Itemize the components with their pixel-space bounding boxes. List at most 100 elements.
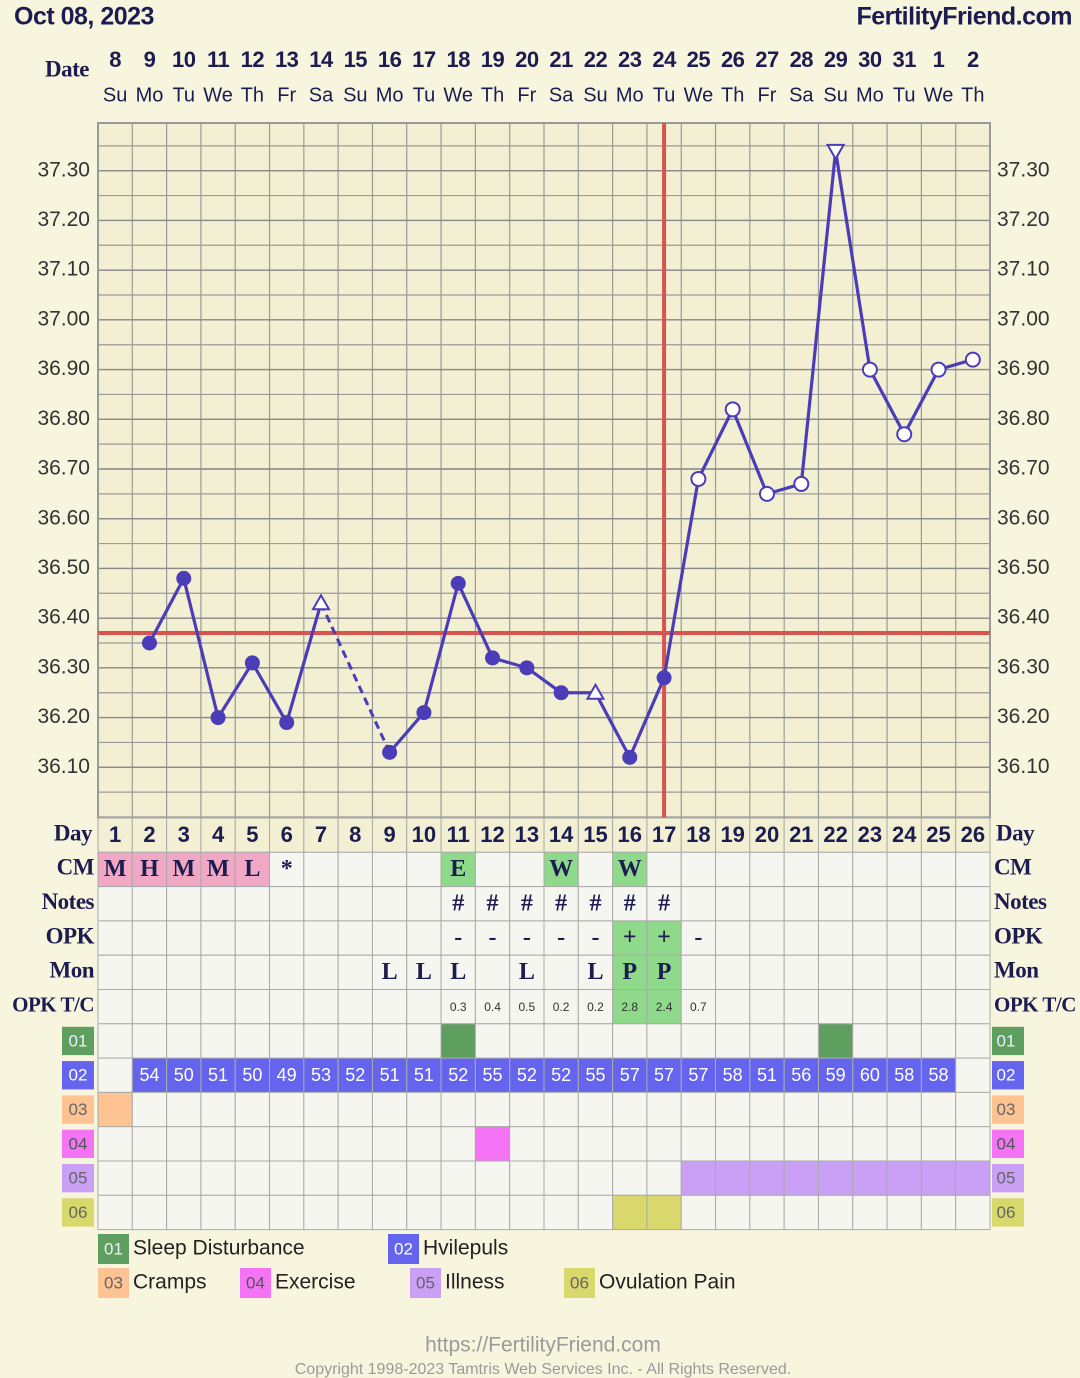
table-cell — [920, 920, 957, 956]
symptom-cell — [577, 1023, 614, 1059]
symptom-value: 52 — [448, 1065, 468, 1085]
symptom-cell — [577, 1091, 614, 1128]
table-cell — [715, 989, 751, 1025]
symptom-cell — [440, 1194, 476, 1231]
y-tick-label-right: 36.20 — [997, 705, 1050, 728]
table-cell — [886, 954, 922, 991]
symptom-code-right: 03 — [997, 1100, 1016, 1119]
day-cell — [303, 817, 339, 853]
symptom-cell — [920, 1160, 957, 1196]
y-tick-label-right: 36.50 — [997, 556, 1050, 579]
temperature-point — [141, 635, 157, 651]
y-tick-label: 36.30 — [37, 655, 90, 678]
legend-box — [410, 1268, 441, 1298]
table-cell — [783, 886, 819, 922]
day-number: 20 — [755, 822, 779, 847]
day-number: 4 — [212, 822, 225, 847]
weekday-label: Fr — [758, 84, 777, 106]
y-tick-label: 36.90 — [37, 357, 90, 380]
table-cell — [886, 920, 922, 956]
y-tick-label-right: 37.00 — [997, 307, 1050, 330]
symptom-value: 51 — [757, 1065, 777, 1085]
table-cell — [440, 954, 476, 991]
legend-box — [98, 1268, 129, 1298]
table-cell — [817, 954, 854, 991]
table-cell — [749, 886, 785, 922]
symptom-cell — [166, 1023, 202, 1059]
table-cell — [715, 886, 751, 922]
cell-text: E — [450, 856, 466, 882]
table-cell — [166, 989, 202, 1025]
symptom-cell — [166, 1057, 202, 1093]
legend-name: Cramps — [133, 1271, 207, 1294]
symptom-cell — [749, 1160, 785, 1196]
symptom-cell — [440, 1160, 476, 1196]
symptom-cell — [440, 1091, 476, 1128]
date-label: 10 — [172, 47, 196, 72]
temperature-point — [964, 351, 981, 368]
temperature-point — [382, 744, 398, 760]
day-cell — [955, 817, 991, 853]
table-cell — [852, 989, 888, 1025]
symptom-cell — [474, 1160, 511, 1196]
temperature-point — [210, 710, 226, 726]
date-label: 2 — [967, 47, 979, 72]
table-cell — [234, 920, 271, 956]
symptom-cell — [97, 1194, 133, 1231]
temperature-point — [793, 475, 810, 492]
y-tick-label-right: 36.60 — [997, 506, 1050, 529]
symptom-value: 54 — [139, 1065, 159, 1085]
symptom-cell — [543, 1057, 579, 1093]
table-cell — [852, 851, 888, 888]
table-cell — [166, 954, 202, 991]
date-label: 9 — [144, 47, 156, 72]
symptom-cell — [817, 1057, 854, 1093]
day-cell — [612, 817, 648, 853]
y-tick-label: 37.10 — [37, 258, 90, 281]
symptom-value: 49 — [277, 1065, 297, 1085]
y-tick-label-right: 36.30 — [997, 655, 1050, 678]
row-label: OPK — [46, 923, 95, 948]
table-cell — [371, 851, 408, 888]
cell-text: # — [555, 890, 567, 916]
temperature-point — [519, 660, 535, 676]
symptom-cell — [200, 1091, 236, 1128]
symptom-cell — [543, 1160, 579, 1196]
symptom-code: 04 — [69, 1134, 88, 1153]
table-cell — [749, 851, 785, 888]
symptom-cell — [783, 1057, 819, 1093]
symptom-cell — [406, 1091, 442, 1128]
table-cell — [166, 851, 202, 888]
symptom-code: 06 — [69, 1203, 88, 1222]
table-cell — [680, 851, 717, 888]
day-cell — [680, 817, 717, 853]
day-number: 22 — [823, 822, 847, 847]
table-cell — [543, 851, 579, 888]
date-label: 28 — [790, 47, 814, 72]
weekday-label: Mo — [136, 84, 164, 106]
cell-text: P — [622, 959, 637, 985]
table-cell — [234, 989, 271, 1025]
table-cell — [955, 989, 991, 1025]
table-cell — [337, 920, 373, 956]
table-cell — [474, 954, 511, 991]
symptom-cell — [269, 1126, 305, 1162]
y-tick-label: 37.20 — [37, 208, 90, 231]
table-cell — [817, 989, 854, 1025]
symptom-code: 03 — [69, 1100, 88, 1119]
day-number: 15 — [583, 822, 607, 847]
row-label-right: CM — [994, 855, 1032, 880]
table-cell — [852, 954, 888, 991]
cell-text: - — [557, 925, 565, 951]
symptom-cell — [131, 1160, 168, 1196]
symptom-cell — [371, 1023, 408, 1059]
date-label: 19 — [481, 47, 505, 72]
table-cell — [852, 886, 888, 922]
table-cell — [406, 886, 442, 922]
table-cell — [680, 920, 717, 956]
table-cell — [97, 886, 133, 922]
symptom-cell — [783, 1091, 819, 1128]
table-cell — [646, 851, 682, 888]
symptom-cell — [406, 1126, 442, 1162]
symptom-cell — [612, 1023, 648, 1059]
